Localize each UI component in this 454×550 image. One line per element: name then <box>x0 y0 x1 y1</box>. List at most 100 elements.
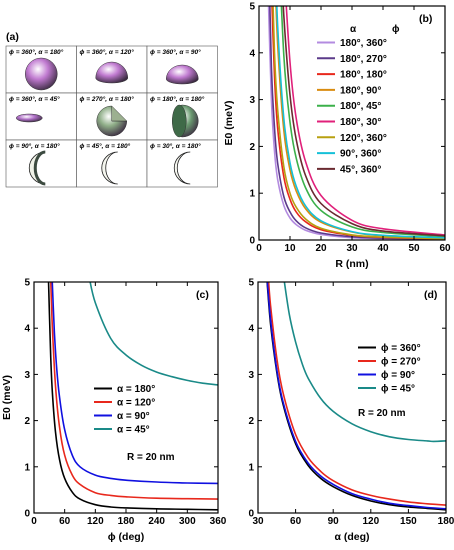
y-tick-label: 0 <box>24 509 30 520</box>
x-tick-label: 300 <box>179 516 196 527</box>
shape-cell: ϕ = 180°, α = 180° <box>146 92 218 141</box>
x-tick-label: 40 <box>377 243 389 254</box>
shape-sphere-icon <box>25 57 58 91</box>
y-tick-label: 4 <box>249 48 255 59</box>
legend-header-alpha: α <box>350 24 357 35</box>
x-tick-label: 10 <box>284 243 296 254</box>
series-line <box>272 6 445 240</box>
x-tick-label: 360 <box>210 516 227 527</box>
shape-cell-border <box>146 139 218 188</box>
x-tick-label: 60 <box>59 516 71 527</box>
shape-label: ϕ = 360°, α = 120° <box>80 48 135 56</box>
annotation: R = 20 nm <box>358 408 406 419</box>
y-tick-label: 3 <box>248 370 254 381</box>
y-axis-label: E0 (meV) <box>1 375 13 420</box>
x-tick-label: 50 <box>408 243 420 254</box>
shape-cell: ϕ = 30°, α = 180° <box>146 139 218 188</box>
shape-cell: ϕ = 360°, α = 90° <box>146 45 218 94</box>
legend-entry: α = 90° <box>117 411 150 422</box>
y-axis-label: E0 (meV) <box>223 101 235 146</box>
x-tick-label: 60 <box>290 516 302 527</box>
shape-sliver-icon <box>173 151 191 185</box>
shape-cell: ϕ = 360°, α = 180° <box>5 45 77 94</box>
legend-entry: 120°, 360° <box>340 133 387 144</box>
legend-entry: 180°, 30° <box>340 117 381 128</box>
legend-entry: ϕ = 45° <box>381 384 415 395</box>
x-tick-label: 0 <box>256 243 262 254</box>
series-line <box>51 282 218 485</box>
shape-label: ϕ = 360°, α = 45° <box>9 95 60 103</box>
y-tick-label: 1 <box>249 189 255 200</box>
y-tick-label: 4 <box>24 324 30 335</box>
x-axis-label: ϕ (deg) <box>108 531 144 543</box>
legend-entry: 45°, 360° <box>340 164 381 175</box>
series-line <box>283 282 446 443</box>
legend: α ϕ 180°, 360° 180°, 270° 180°, 180° 180°, 90… <box>317 24 400 175</box>
legend: α = 180° α = 120° α = 90° α = 45° <box>94 384 155 436</box>
shape-label: ϕ = 360°, α = 180° <box>9 48 64 56</box>
shape-sphere-cut-icon <box>96 105 128 137</box>
plot-frame <box>257 281 447 514</box>
legend-entry: 180°, 180° <box>340 70 387 81</box>
y-tick-label: 3 <box>249 95 255 106</box>
series-lines <box>47 282 218 511</box>
shape-cell: ϕ = 270°, α = 180° <box>76 92 148 141</box>
y-tick-label: 0 <box>249 236 255 247</box>
legend-entry: 180°, 360° <box>340 38 387 49</box>
x-tick-label: 150 <box>400 516 417 527</box>
series-line <box>276 6 445 239</box>
series-line <box>50 282 218 500</box>
panel-a-label: (a) <box>6 31 19 43</box>
y-tick-label: 2 <box>248 416 254 427</box>
x-tick-label: 20 <box>315 243 327 254</box>
legend: ϕ = 360° ϕ = 270° ϕ = 90° ϕ = 45° <box>358 343 421 395</box>
shape-cell: ϕ = 45°, α = 180° <box>76 139 148 188</box>
series-line <box>267 6 445 240</box>
legend-entry: ϕ = 270° <box>381 357 421 368</box>
legend-header-phi: ϕ <box>392 24 400 35</box>
shape-cell: ϕ = 360°, α = 45° <box>5 92 77 141</box>
x-tick-label: 180 <box>118 516 135 527</box>
x-tick-label: 120 <box>87 516 104 527</box>
shape-cell-border <box>76 139 148 188</box>
x-axis-label: α (deg) <box>334 531 369 543</box>
shape-cell: ϕ = 360°, α = 120° <box>76 45 148 94</box>
series-line <box>266 282 446 510</box>
panel-label: (c) <box>196 289 209 301</box>
shape-label: ϕ = 270°, α = 180° <box>80 95 135 103</box>
series-line <box>267 282 446 506</box>
shape-cell: ϕ = 90°, α = 180° <box>5 139 77 188</box>
y-tick-label: 2 <box>249 142 255 153</box>
y-tick-label: 5 <box>249 2 255 13</box>
y-tick-label: 1 <box>248 462 254 473</box>
x-tick-label: 120 <box>362 516 379 527</box>
x-tick-label: 30 <box>252 516 264 527</box>
shape-cap-large-icon <box>95 61 129 84</box>
panel-b-chart: 0 10 20 30 40 50 60 0 1 2 3 4 5 R (nm) E0 (meV) (b) α ϕ 18… <box>223 2 451 271</box>
y-tick-label: 3 <box>24 370 30 381</box>
panel-label: (b) <box>419 13 432 25</box>
legend-entry: α = 180° <box>117 384 155 395</box>
legend-entry: 180°, 270° <box>340 54 387 65</box>
shape-wedge-icon <box>28 150 46 186</box>
series-line <box>89 282 218 386</box>
panel-a-shape-grid: (a) ϕ = 360°, α = 180° ϕ = 360°, α = 120°… <box>5 31 218 188</box>
x-tick-label: 30 <box>346 243 358 254</box>
x-tick-label: 180 <box>438 516 454 527</box>
shape-hemisphere-icon <box>165 64 199 85</box>
shape-half-sphere-icon <box>172 104 199 138</box>
series-line <box>266 282 446 511</box>
series-line <box>285 6 445 236</box>
legend-entry: 180°, 45° <box>340 101 381 112</box>
legend-entry: 90°, 360° <box>340 149 381 160</box>
shape-label: ϕ = 30°, α = 180° <box>150 142 201 150</box>
shape-thin-wedge-icon <box>101 151 118 185</box>
annotation: R = 20 nm <box>127 452 175 463</box>
y-tick-label: 1 <box>24 462 30 473</box>
y-tick-label: 2 <box>24 416 30 427</box>
x-tick-label: 60 <box>439 243 451 254</box>
series-lines <box>266 282 446 511</box>
shape-label: ϕ = 90°, α = 180° <box>9 142 60 150</box>
